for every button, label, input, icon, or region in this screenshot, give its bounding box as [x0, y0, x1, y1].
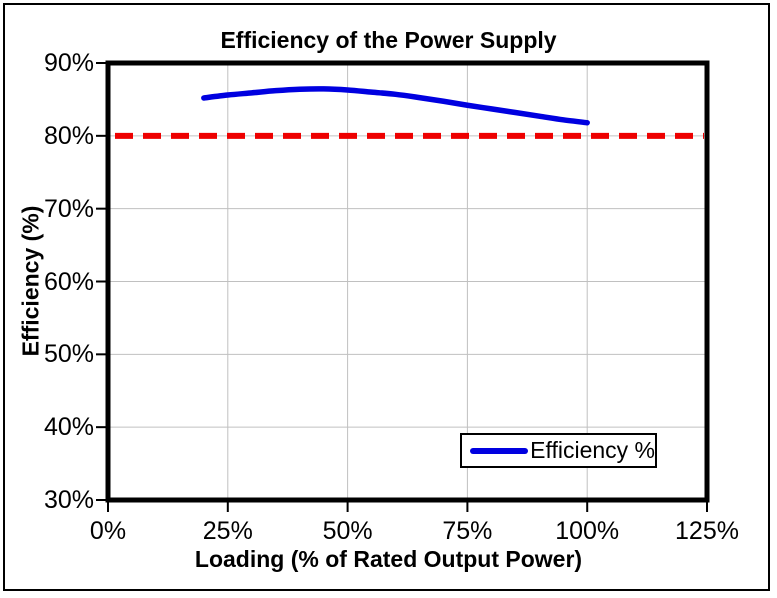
y-tick-label: 60% [43, 267, 94, 296]
x-tick-label: 50% [322, 517, 373, 545]
y-tick-label: 80% [43, 121, 94, 150]
y-tick-label: 70% [43, 194, 94, 223]
efficiency-series-line [201, 86, 590, 126]
x-tick-label: 125% [675, 517, 739, 545]
plot-border [105, 60, 710, 503]
chart-title: Efficiency of the Power Supply [220, 27, 557, 53]
y-tick-label: 50% [43, 340, 94, 369]
x-tick-label: 25% [202, 517, 253, 545]
outer-border [3, 3, 770, 591]
x-tick-label: 100% [555, 517, 620, 545]
y-tick-label: 90% [43, 49, 94, 77]
legend-series-label: Efficiency % [530, 437, 655, 463]
x-tick-label: 75% [442, 517, 493, 545]
legend: Efficiency % [460, 433, 657, 468]
y-tick-label: 30% [43, 486, 94, 514]
y-tick-label: 40% [43, 413, 94, 442]
legend-line-swatch [470, 447, 529, 454]
x-tick-label: 0% [89, 517, 127, 545]
x-axis-title: Loading (% of Rated Output Power) [194, 546, 583, 572]
